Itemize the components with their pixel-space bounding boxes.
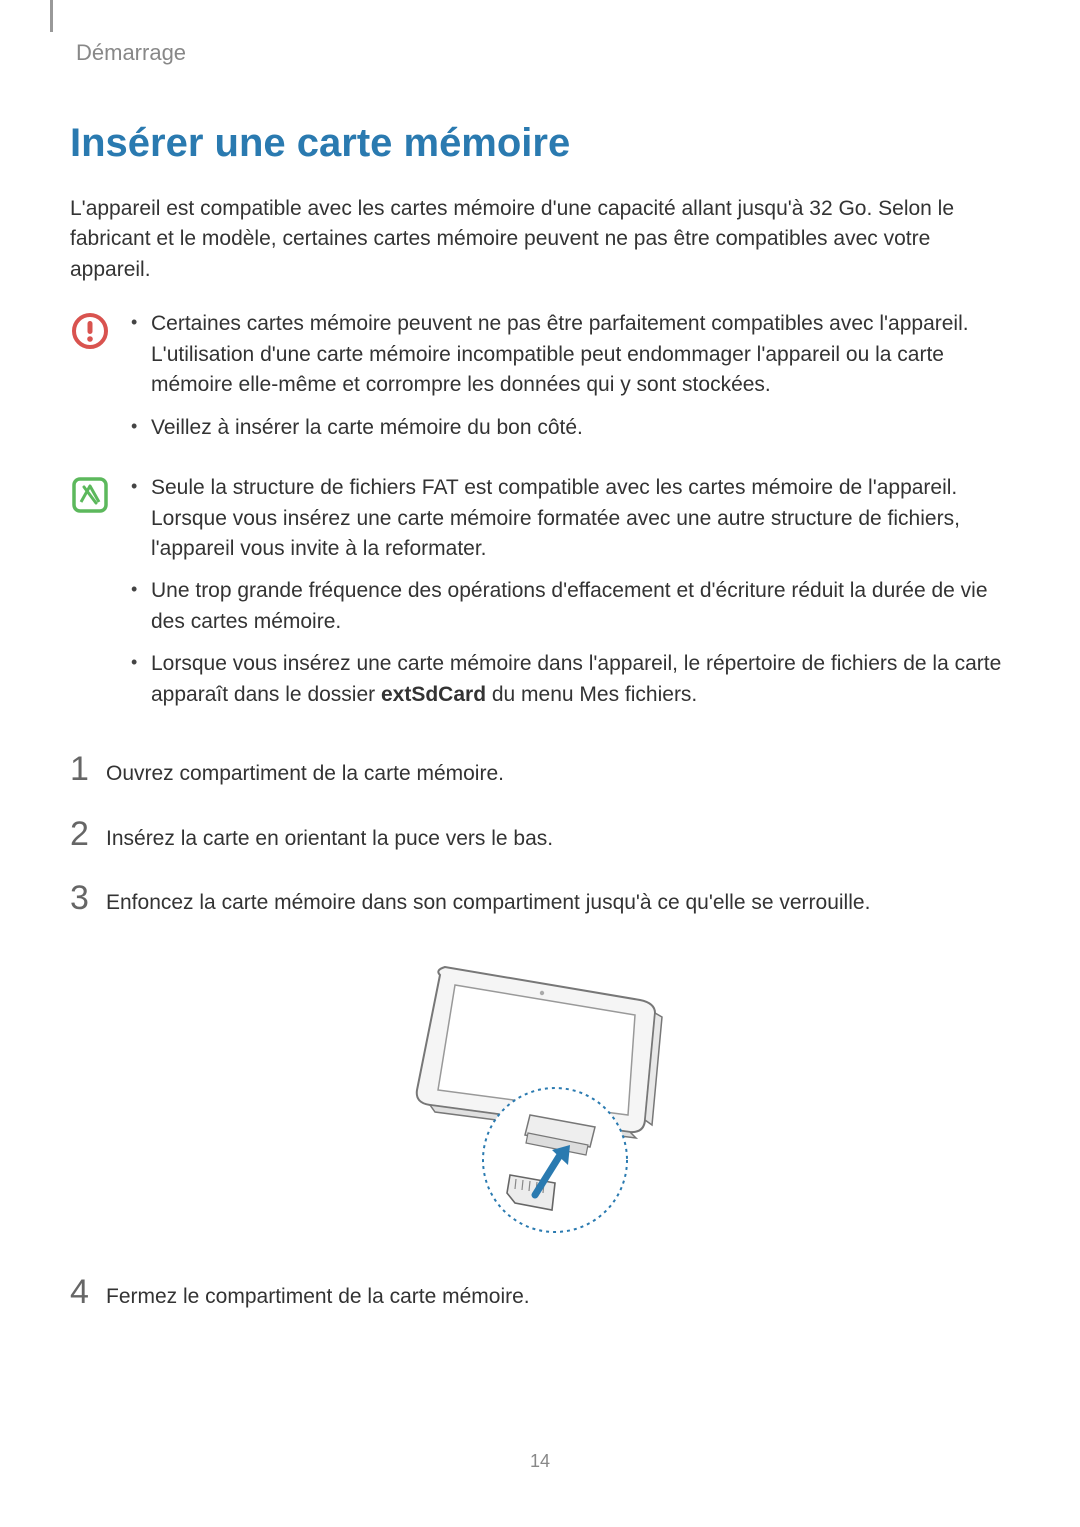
step-item: 4 Fermez le compartiment de la carte mém… xyxy=(70,1275,1010,1311)
step-number: 1 xyxy=(70,752,106,786)
warning-callout: Certaines cartes mémoire peuvent ne pas … xyxy=(70,309,1010,455)
step-text: Insérez la carte en orientant la puce ve… xyxy=(106,824,553,853)
steps-list-continued: 4 Fermez le compartiment de la carte mém… xyxy=(70,1275,1010,1311)
steps-list: 1 Ouvrez compartiment de la carte mémoir… xyxy=(70,752,1010,917)
device-diagram xyxy=(70,945,1010,1245)
step-number: 3 xyxy=(70,881,106,915)
note-text-bold: extSdCard xyxy=(381,683,486,706)
step-item: 1 Ouvrez compartiment de la carte mémoir… xyxy=(70,752,1010,788)
page-content: Démarrage Insérer une carte mémoire L'ap… xyxy=(0,0,1080,1312)
note-icon xyxy=(70,473,125,515)
step-number: 4 xyxy=(70,1275,106,1309)
step-item: 2 Insérez la carte en orientant la puce … xyxy=(70,817,1010,853)
note-list: Seule la structure de fichiers FAT est c… xyxy=(125,473,1010,722)
section-label: Démarrage xyxy=(70,40,1010,66)
warning-item: Certaines cartes mémoire peuvent ne pas … xyxy=(125,309,1010,400)
step-item: 3 Enfoncez la carte mémoire dans son com… xyxy=(70,881,1010,917)
step-text: Ouvrez compartiment de la carte mémoire. xyxy=(106,759,504,788)
note-item: Lorsque vous insérez une carte mémoire d… xyxy=(125,649,1010,710)
step-text: Enfoncez la carte mémoire dans son compa… xyxy=(106,888,870,917)
step-text: Fermez le compartiment de la carte mémoi… xyxy=(106,1282,530,1311)
note-text-post: du menu Mes fichiers. xyxy=(486,683,697,706)
note-item: Une trop grande fréquence des opérations… xyxy=(125,576,1010,637)
warning-item: Veillez à insérer la carte mémoire du bo… xyxy=(125,413,1010,443)
note-item: Seule la structure de fichiers FAT est c… xyxy=(125,473,1010,564)
warning-icon xyxy=(70,309,125,351)
intro-paragraph: L'appareil est compatible avec les carte… xyxy=(70,194,1010,285)
page-title: Insérer une carte mémoire xyxy=(70,121,1010,166)
page-number: 14 xyxy=(0,1451,1080,1472)
note-callout: Seule la structure de fichiers FAT est c… xyxy=(70,473,1010,722)
page-corner-mark xyxy=(50,0,53,32)
step-number: 2 xyxy=(70,817,106,851)
warning-list: Certaines cartes mémoire peuvent ne pas … xyxy=(125,309,1010,455)
